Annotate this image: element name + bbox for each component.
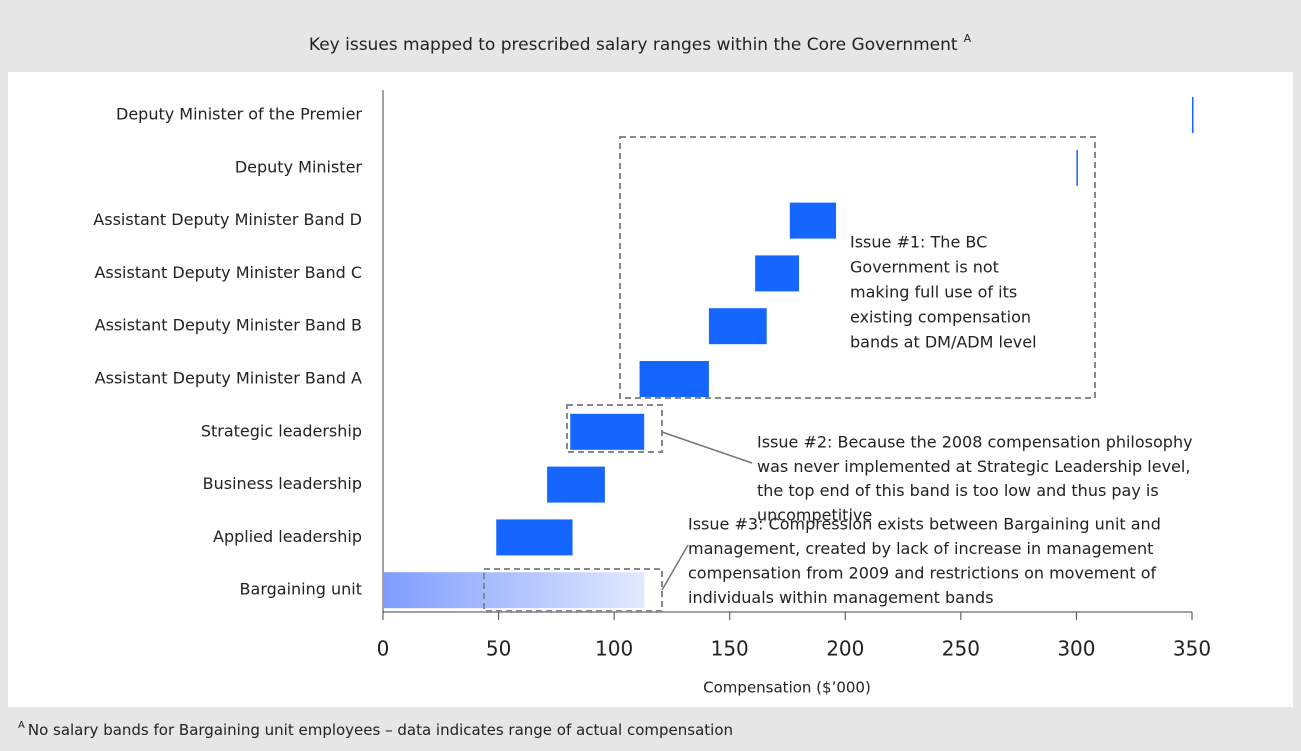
x-tick-label: 100: [595, 637, 633, 661]
issue-box: [566, 404, 663, 453]
footnote: A No salary bands for Bargaining unit emp…: [18, 720, 733, 739]
y-tick-label: Bargaining unit: [240, 580, 362, 599]
annotation: Issue #1: The BC: [850, 233, 987, 252]
y-tick-label: Assistant Deputy Minister Band D: [93, 210, 362, 229]
issue-box: [619, 136, 1096, 399]
bar: [1192, 97, 1194, 133]
annotation: compensation from 2009 and restrictions …: [688, 564, 1156, 583]
y-tick-label: Deputy Minister of the Premier: [116, 105, 362, 124]
annotation: Issue #3: Compression exists between Bar…: [688, 515, 1161, 534]
bar: [570, 413, 645, 450]
y-tick-label: Business leadership: [203, 474, 362, 493]
annotation: Issue #2: Because the 2008 compensation …: [757, 433, 1193, 452]
title-marker: A: [964, 32, 972, 45]
bar: [708, 308, 767, 345]
bar: [639, 361, 709, 397]
annotation: bands at DM/ADM level: [850, 333, 1037, 352]
footnote-marker: A: [18, 720, 25, 731]
connector: [661, 544, 689, 591]
x-tick-label: 200: [826, 637, 864, 661]
bar: [383, 572, 645, 609]
annotation: individuals within management bands: [688, 588, 994, 607]
x-axis-label: Compensation ($’000): [703, 679, 871, 697]
annotation: existing compensation: [850, 308, 1031, 327]
x-tick-label: 300: [1057, 637, 1095, 661]
connector: [661, 431, 753, 464]
x-tick-label: 150: [711, 637, 749, 661]
y-tick-label: Assistant Deputy Minister Band A: [95, 369, 362, 388]
bar: [547, 466, 605, 503]
annotation: was never implemented at Strategic Leade…: [757, 457, 1190, 476]
footnote-text: No salary bands for Bargaining unit empl…: [28, 721, 733, 739]
x-tick-label: 0: [377, 637, 390, 661]
annotation: Government is not: [850, 258, 999, 277]
annotation: making full use of its: [850, 283, 1017, 302]
y-tick-label: Deputy Minister: [235, 157, 363, 176]
y-tick-label: Strategic leadership: [201, 421, 362, 440]
bar: [496, 519, 573, 556]
y-tick-label: Assistant Deputy Minister Band C: [94, 263, 362, 282]
bar: [755, 255, 800, 292]
annotation: the top end of this band is too low and …: [757, 481, 1159, 500]
x-tick-label: 250: [942, 637, 980, 661]
y-tick-label: Applied leadership: [213, 527, 362, 546]
bar: [789, 202, 837, 239]
x-tick-label: 350: [1173, 637, 1211, 661]
title-text: Key issues mapped to prescribed salary r…: [309, 35, 958, 55]
bar: [1076, 149, 1078, 186]
x-tick-label: 50: [486, 637, 511, 661]
chart-title: Key issues mapped to prescribed salary r…: [309, 32, 972, 55]
y-tick-label: Assistant Deputy Minister Band B: [95, 316, 362, 335]
annotation: management, created by lack of increase …: [688, 539, 1153, 558]
annotation: uncompetitive: [757, 505, 872, 524]
